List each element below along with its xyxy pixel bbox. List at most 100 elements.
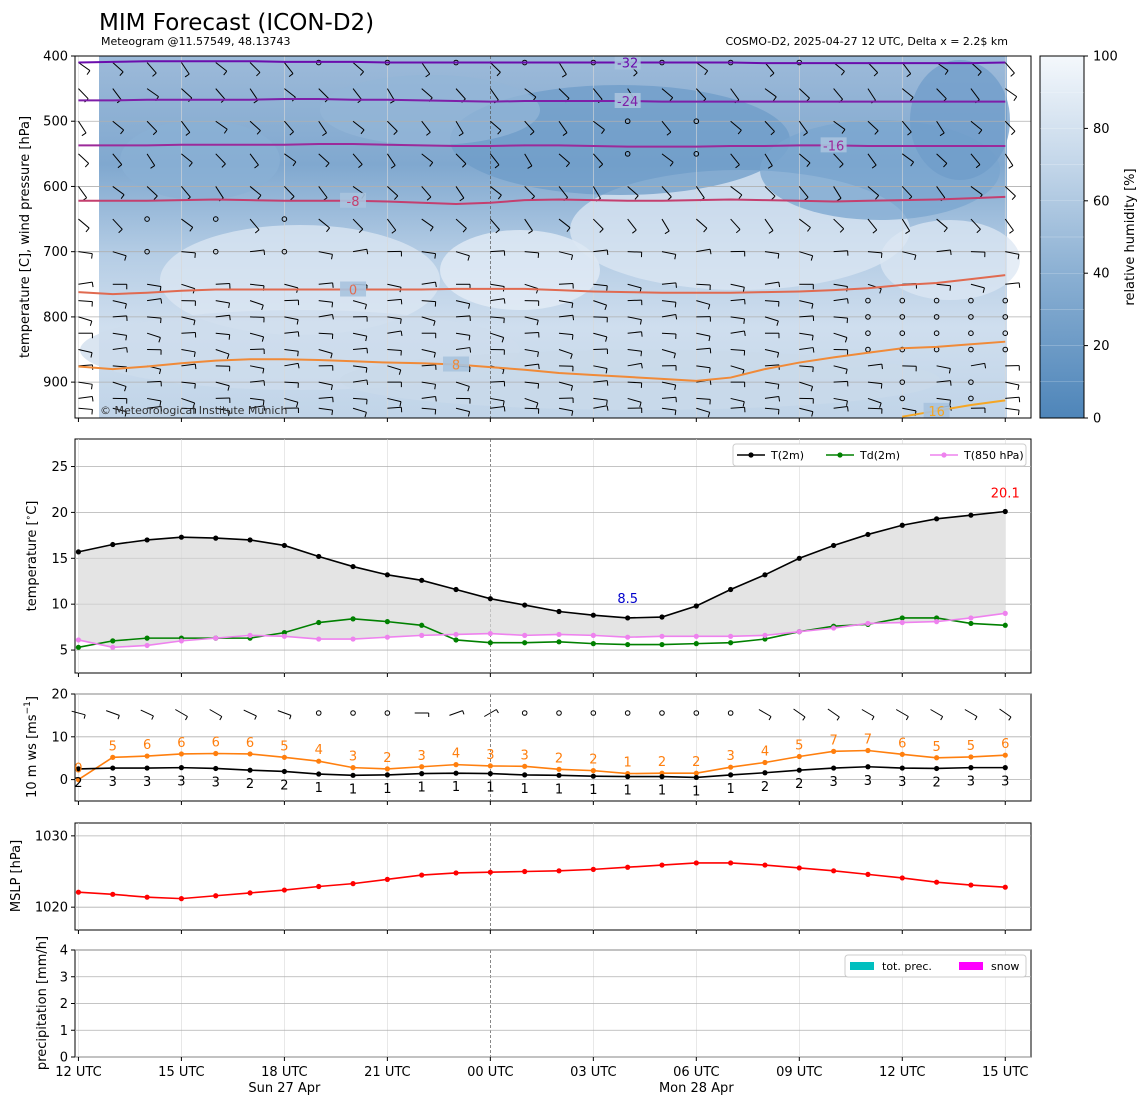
wind-barb-flag <box>495 229 500 234</box>
wind-barb-flag <box>844 337 848 343</box>
wind-barb-shaft <box>730 153 740 166</box>
wind-barb-flag <box>433 352 436 358</box>
wind-barb-flag <box>572 315 575 321</box>
wind-barb-shaft <box>490 406 505 409</box>
day-label: Sun 27 Apr <box>248 1081 321 1096</box>
wind-barb-shaft <box>524 153 533 167</box>
wind-barb-shaft <box>627 331 642 334</box>
wind-barb-flag <box>425 73 431 78</box>
wind-barb <box>593 300 608 311</box>
gust-line-point <box>728 764 734 770</box>
gust-line-point <box>487 763 493 769</box>
wind-barb-flag <box>364 304 367 310</box>
wind-barb <box>902 365 917 372</box>
wind-barb-flag <box>640 363 643 369</box>
wind-barb-flag <box>120 194 125 200</box>
wind-barb-shaft <box>558 88 570 99</box>
wind-barb-shaft <box>730 218 741 230</box>
surface-calm-marker <box>693 710 700 716</box>
surface-wind-barb-flag <box>83 714 86 719</box>
wind-barb-shaft <box>147 406 162 409</box>
wind-barb <box>524 153 533 169</box>
wind-barb <box>524 251 540 258</box>
wind-barb <box>730 349 746 356</box>
wind-barb-flag <box>459 197 465 202</box>
wind-barb-shaft <box>352 365 367 369</box>
wind-barb <box>421 395 437 402</box>
wind-barb-flag <box>257 194 262 200</box>
mslp-line-point <box>213 893 219 899</box>
wind-barb-shaft <box>181 251 196 254</box>
t850-line-point <box>899 619 905 626</box>
wind-barb <box>936 249 952 255</box>
wind-barb-shaft <box>318 407 333 411</box>
surface-calm-marker <box>556 710 562 716</box>
wind-barb-shaft <box>764 300 779 303</box>
wind-barb-shaft <box>799 365 814 368</box>
wind-barb-shaft <box>558 349 573 355</box>
wind-barb <box>181 331 197 338</box>
wind-barb-shaft <box>318 332 333 335</box>
wind-barb <box>146 332 161 343</box>
wind-barb <box>730 186 743 200</box>
wind-barb <box>490 120 502 135</box>
wind-barb-flag <box>262 368 265 374</box>
wind-barb-shaft <box>558 251 573 256</box>
wind-barb <box>352 248 369 255</box>
isotherm-label: 0 <box>349 284 357 299</box>
t2m-line-point <box>316 553 322 560</box>
wind-barb <box>455 300 471 309</box>
wind-barb-shaft <box>833 380 848 383</box>
dewpoint-line-point <box>1002 622 1008 628</box>
wind-barb <box>352 153 363 169</box>
wind-barb-flag <box>496 71 501 77</box>
wind-barb-shaft <box>284 362 299 367</box>
wind-barb-shaft <box>936 249 951 253</box>
wind-barb-shaft <box>558 314 573 318</box>
wind-barb <box>558 381 574 391</box>
isotherm-label: -24 <box>617 95 638 110</box>
surface-wind-barb-shaft <box>484 709 497 717</box>
surface-calm-marker <box>590 710 597 716</box>
wind-barb-shaft <box>764 186 776 197</box>
wind-barb <box>627 407 643 413</box>
wind-barb-flag <box>467 411 471 417</box>
wind-barb-flag <box>462 163 467 168</box>
wind-barb <box>764 281 781 288</box>
wind-barb-flag <box>767 165 773 169</box>
wind-barb <box>936 397 951 406</box>
wind-barb-shaft <box>181 283 195 290</box>
wind-barb <box>250 249 266 255</box>
wind-barb <box>833 250 849 256</box>
wind-barb <box>249 186 262 200</box>
wind-barb <box>318 407 334 416</box>
wind-barb-flag <box>398 369 402 375</box>
wind-barb-shaft <box>215 314 230 318</box>
wind-barb <box>627 397 642 408</box>
mean-wind-line-point <box>316 771 322 777</box>
wind-barb-shaft <box>112 365 127 368</box>
gust-line-point <box>796 753 802 760</box>
wind-barb-shaft <box>318 282 333 285</box>
temperature-panel: 20.1 8.5 5 10 15 20 25 temperature [∘C] T(2m)… <box>24 438 1032 674</box>
gust-value-label: 5 <box>280 739 288 754</box>
wind-barb <box>833 153 844 168</box>
wind-barb <box>215 349 230 359</box>
wind-barb-shaft <box>524 88 537 98</box>
wind-barb-flag <box>571 334 574 340</box>
wind-barb-flag <box>467 386 470 392</box>
wind-barb-flag <box>527 165 533 169</box>
calm-marker <box>865 314 871 320</box>
wind-barb-flag <box>807 227 811 232</box>
t850-line-point <box>968 615 974 621</box>
gust-line-point <box>1002 752 1008 758</box>
mean-wind-line-point <box>281 768 287 775</box>
mean-wind-value-label: 2 <box>932 775 940 790</box>
wind-barb <box>764 332 780 339</box>
wind-barb-shaft <box>112 347 127 351</box>
wind-barb-flag <box>743 318 745 324</box>
y-tick-label: 1030 <box>35 829 68 844</box>
wind-barb <box>146 120 158 136</box>
wind-barb-shaft <box>798 153 811 164</box>
wind-barb <box>901 218 911 235</box>
